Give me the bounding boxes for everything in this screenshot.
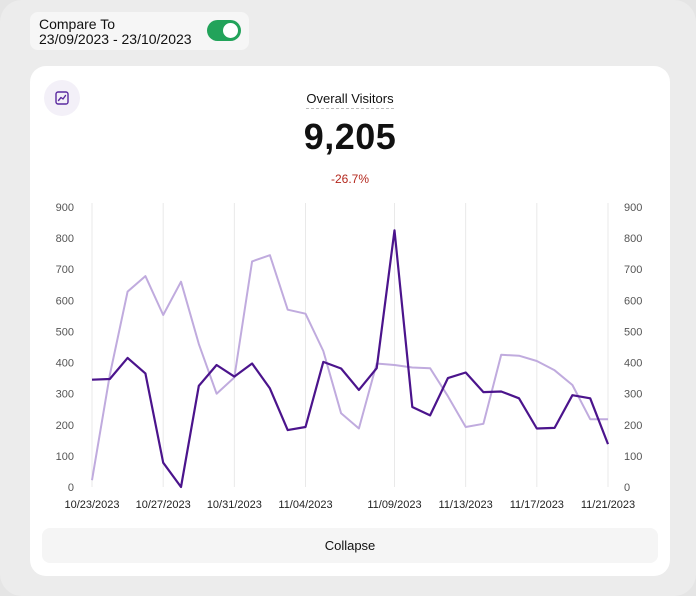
y-tick-left-4: 500 [56,326,74,338]
y-tick-left-9: 0 [68,482,74,494]
visitors-line-chart: 900 900 800 800 700 700 600 600 500 500 400 400 300 3… [56,202,643,511]
x-tick-0: 10/23/2023 [64,499,119,511]
metric-title-text[interactable]: Overall Visitors [306,91,394,109]
y-tick-right-6: 300 [624,389,642,401]
x-tick-7: 11/21/2023 [581,499,635,511]
y-tick-left-3: 600 [56,295,74,307]
y-tick-left-6: 300 [56,389,74,401]
series-line-current [91,229,610,489]
y-tick-right-8: 100 [624,451,642,463]
y-tick-left-8: 100 [56,451,74,463]
y-tick-right-1: 800 [624,233,642,245]
y-tick-right-7: 200 [624,420,642,432]
line-chart-icon [44,80,80,116]
y-tick-right-9: 0 [624,482,630,494]
x-tick-3: 11/04/2023 [278,499,332,511]
x-tick-4: 11/09/2023 [367,499,421,511]
y-tick-left-1: 800 [56,233,74,245]
compare-to-control: Compare To 23/09/2023 - 23/10/2023 [30,12,249,50]
toggle-knob [223,23,238,38]
x-tick-5: 11/13/2023 [439,499,493,511]
compare-date-range: 23/09/2023 - 23/10/2023 [39,31,192,47]
y-tick-right-4: 500 [624,326,642,338]
x-tick-2: 10/31/2023 [207,499,262,511]
visitors-card: Overall Visitors 9,205 -26.7% 900 900 800 8… [30,66,670,576]
metric-title[interactable]: Overall Visitors [30,91,670,109]
x-tick-6: 11/17/2023 [510,499,564,511]
metric-value: 9,205 [303,116,397,157]
y-tick-right-2: 700 [624,264,642,276]
metric-change: -26.7% [330,172,370,186]
collapse-button[interactable]: Collapse [42,528,658,563]
x-tick-1: 10/27/2023 [136,499,191,511]
y-tick-left-0: 900 [56,202,74,214]
y-tick-right-0: 900 [624,202,642,214]
y-tick-left-2: 700 [56,264,74,276]
y-tick-left-5: 400 [56,358,74,370]
compare-toggle[interactable] [207,20,241,41]
compare-to-label: Compare To [39,16,116,32]
y-tick-right-5: 400 [624,358,642,370]
y-tick-left-7: 200 [56,420,74,432]
y-tick-right-3: 600 [624,295,642,307]
series-line-comparison [91,254,608,481]
